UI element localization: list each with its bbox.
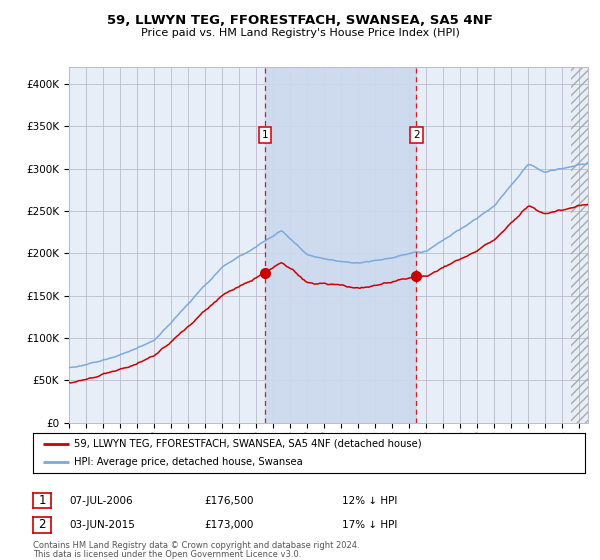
Text: 03-JUN-2015: 03-JUN-2015 — [69, 520, 135, 530]
Text: Price paid vs. HM Land Registry's House Price Index (HPI): Price paid vs. HM Land Registry's House … — [140, 28, 460, 38]
Text: Contains HM Land Registry data © Crown copyright and database right 2024.: Contains HM Land Registry data © Crown c… — [33, 541, 359, 550]
Text: This data is licensed under the Open Government Licence v3.0.: This data is licensed under the Open Gov… — [33, 550, 301, 559]
Text: 2: 2 — [413, 130, 420, 140]
Text: 59, LLWYN TEG, FFORESTFACH, SWANSEA, SA5 4NF (detached house): 59, LLWYN TEG, FFORESTFACH, SWANSEA, SA5… — [74, 439, 422, 449]
Text: 1: 1 — [38, 494, 46, 507]
Text: 1: 1 — [262, 130, 268, 140]
Text: 12% ↓ HPI: 12% ↓ HPI — [342, 496, 397, 506]
Text: £173,000: £173,000 — [204, 520, 253, 530]
Text: 59, LLWYN TEG, FFORESTFACH, SWANSEA, SA5 4NF: 59, LLWYN TEG, FFORESTFACH, SWANSEA, SA5… — [107, 14, 493, 27]
Text: £176,500: £176,500 — [204, 496, 254, 506]
Text: HPI: Average price, detached house, Swansea: HPI: Average price, detached house, Swan… — [74, 458, 303, 467]
Text: 2: 2 — [38, 518, 46, 531]
Text: 17% ↓ HPI: 17% ↓ HPI — [342, 520, 397, 530]
Text: 07-JUL-2006: 07-JUL-2006 — [69, 496, 133, 506]
Bar — [265, 67, 416, 423]
